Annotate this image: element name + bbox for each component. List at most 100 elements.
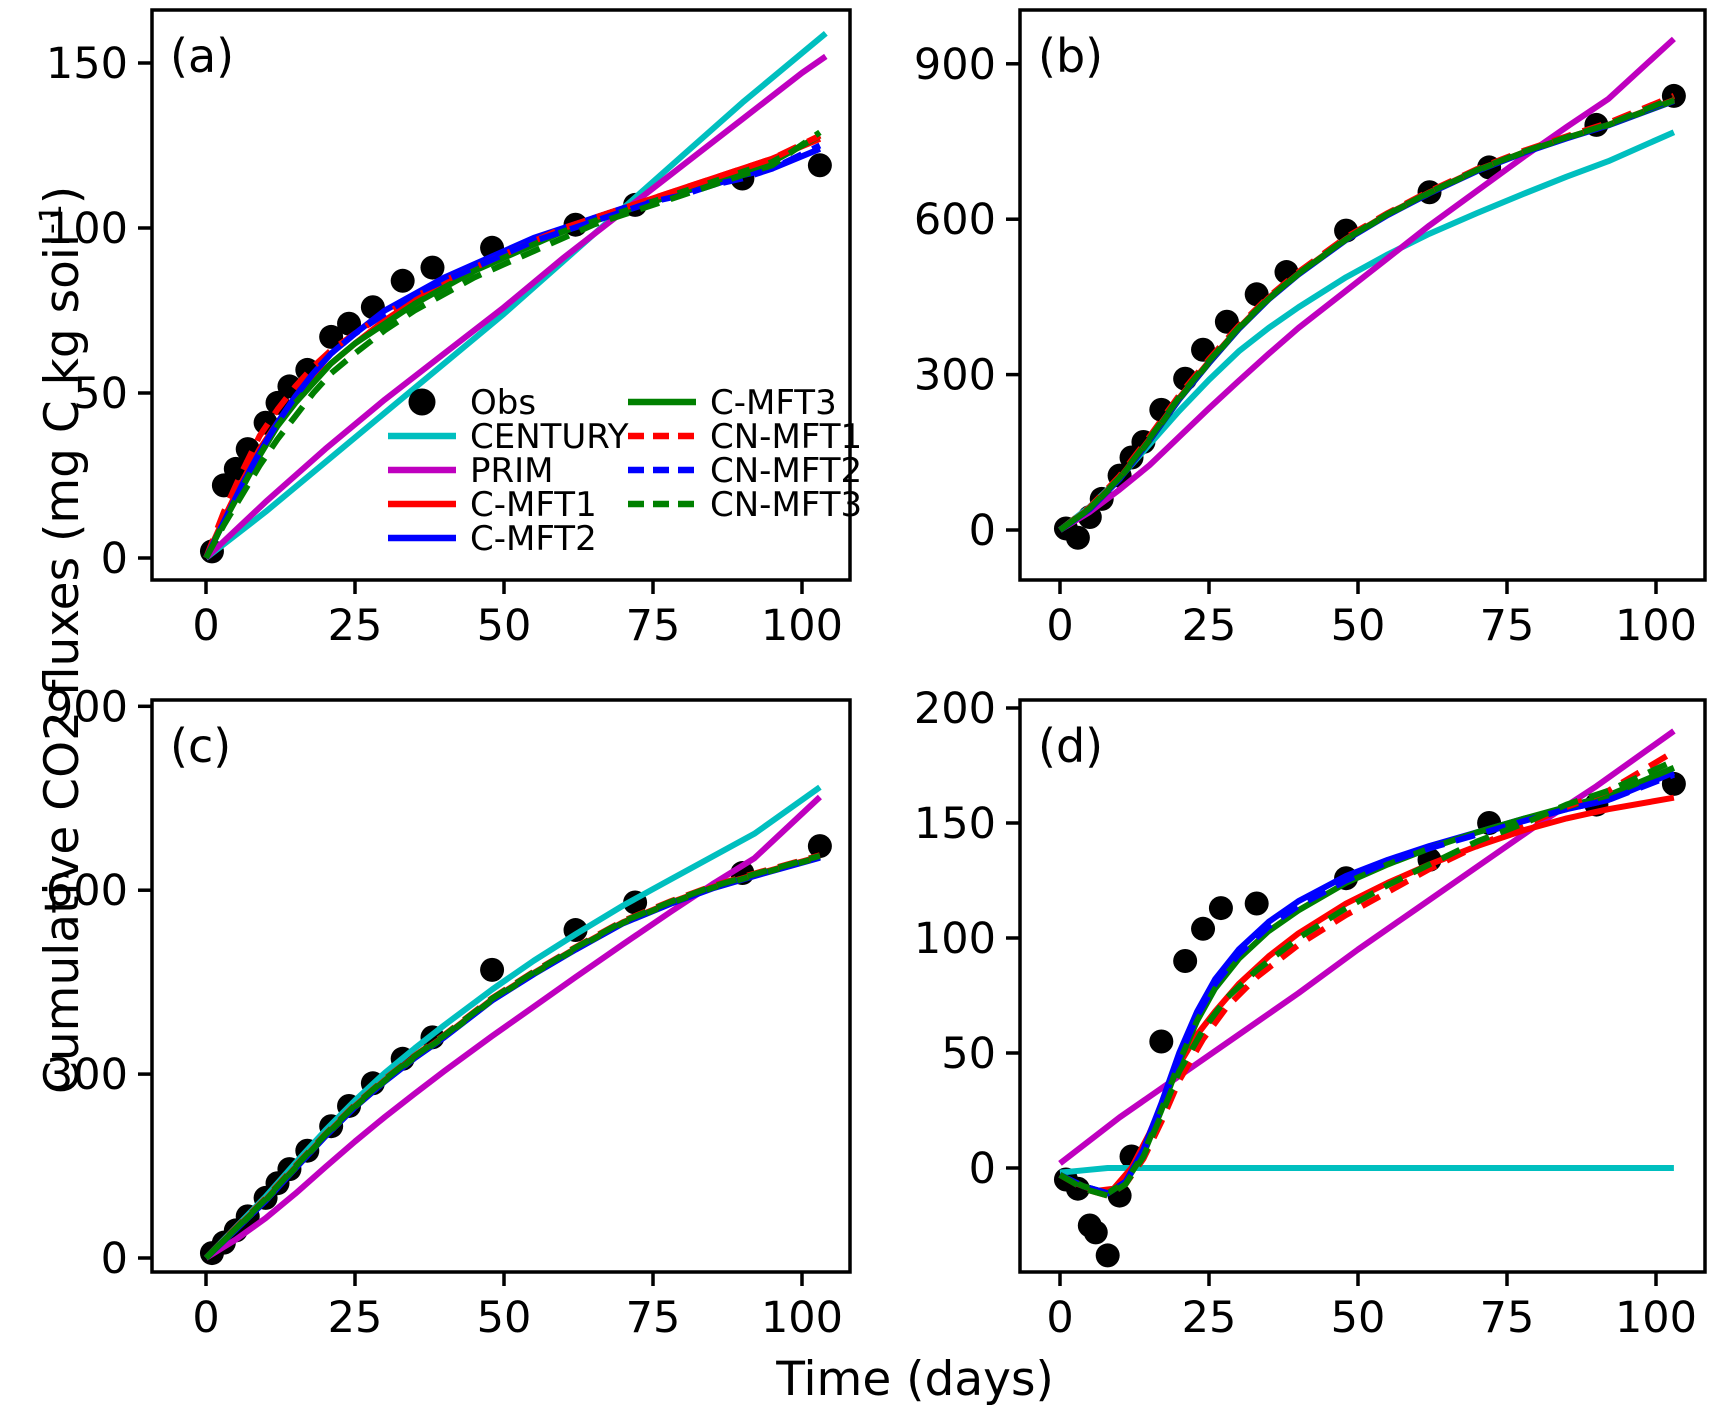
data-layer — [1053, 728, 1686, 1268]
obs-point — [337, 311, 362, 336]
x-tick-label: 75 — [1480, 1293, 1535, 1343]
obs-point — [1244, 891, 1269, 916]
legend-label-prim: PRIM — [470, 451, 554, 491]
series-century — [204, 30, 828, 561]
series-prim — [1058, 36, 1676, 533]
x-tick-label: 50 — [1331, 601, 1386, 651]
panel-letter-a: (a) — [170, 29, 234, 83]
x-tick-label: 25 — [1182, 601, 1237, 651]
y-tick-label: 200 — [914, 684, 996, 734]
series-prim — [204, 794, 822, 1261]
y-axis-label: Cumulative CO2 fluxes (mg C kg soil-1) — [34, 140, 90, 1140]
data-layer — [199, 30, 832, 564]
obs-point — [223, 456, 248, 481]
x-tick-label: 100 — [761, 1293, 843, 1343]
panel-a: 0 25 50 75 100 0 50 100 150 (a) — [46, 8, 852, 651]
x-tick-label: 75 — [626, 601, 681, 651]
series-c-mft2 — [203, 854, 821, 1261]
y-tick-label: 150 — [46, 39, 128, 89]
series-cn-mft2 — [203, 142, 822, 560]
legend-label-c-mft2: C-MFT2 — [470, 519, 597, 559]
series-c-mft3 — [203, 854, 821, 1261]
axes-box — [1018, 8, 1707, 582]
data-layer — [199, 784, 832, 1266]
panel-letter-b: (b) — [1038, 29, 1103, 83]
y-axis-label-superscript: -1 — [34, 204, 70, 234]
obs-point — [1214, 309, 1239, 334]
obs-point — [1208, 896, 1233, 921]
series-century — [1059, 1165, 1674, 1176]
x-tick-label: 75 — [1480, 601, 1535, 651]
legend-label-cn-mft1: CN-MFT1 — [710, 417, 862, 457]
y-tick-label: 0 — [969, 506, 996, 556]
y-tick-label: 600 — [914, 195, 996, 245]
obs-point — [390, 268, 415, 293]
series-cn-mft3 — [203, 129, 822, 560]
x-tick-label: 0 — [192, 601, 219, 651]
series-cn-mft3 — [203, 853, 821, 1261]
series-c-mft1 — [203, 853, 821, 1261]
series-cn-mft2 — [203, 854, 821, 1261]
y-tick-label: 0 — [969, 1144, 996, 1194]
y-tick-label: 900 — [914, 40, 996, 90]
legend-label-century: CENTURY — [470, 417, 629, 457]
x-tick-label: 25 — [1182, 1293, 1237, 1343]
legend-label-c-mft3: C-MFT3 — [710, 383, 837, 423]
obs-point — [480, 957, 505, 982]
x-tick-label: 100 — [1615, 1293, 1697, 1343]
obs-point — [807, 834, 832, 859]
legend-label-obs: Obs — [470, 383, 536, 423]
series-cn-mft3 — [1058, 95, 1676, 533]
obs-point — [420, 255, 445, 280]
panel-b: 0 25 50 75 100 0 300 600 900 (b) — [914, 8, 1707, 651]
x-tick-label: 50 — [477, 601, 532, 651]
axes-box — [150, 8, 852, 582]
y-axis-label-text: Cumulative CO2 fluxes (mg C kg soil — [34, 233, 90, 1094]
series-prim — [1058, 728, 1676, 1166]
series-cn-mft3 — [1058, 758, 1676, 1199]
series-century — [1058, 129, 1676, 533]
panel-d: 0 25 50 75 100 0 50 100 150 200 (d) — [914, 684, 1707, 1343]
legend-label-cn-mft3: CN-MFT3 — [710, 485, 862, 525]
x-tick-label: 0 — [192, 1293, 219, 1343]
x-tick-label: 100 — [761, 601, 843, 651]
axes-box — [150, 698, 852, 1274]
obs-point — [1083, 1220, 1108, 1245]
x-tick-label: 75 — [626, 1293, 681, 1343]
axes-box — [1018, 698, 1707, 1274]
y-tick-label: 300 — [914, 351, 996, 401]
panel-letter-d: (d) — [1038, 719, 1103, 773]
y-tick-label: 150 — [914, 799, 996, 849]
obs-point — [319, 324, 344, 349]
obs-point — [1173, 949, 1198, 973]
x-tick-label: 0 — [1046, 1293, 1073, 1343]
series-prim — [203, 53, 828, 561]
y-tick-label: 0 — [101, 534, 128, 584]
obs-point — [807, 153, 832, 178]
y-tick-label: 0 — [101, 1234, 128, 1284]
panel-c: 0 25 50 75 100 0 300 600 900 (c) — [46, 682, 852, 1343]
x-tick-label: 25 — [328, 1293, 383, 1343]
legend-label-c-mft1: C-MFT1 — [470, 485, 597, 525]
y-tick-label: 50 — [73, 369, 128, 419]
x-tick-label: 25 — [328, 601, 383, 651]
data-layer — [1053, 36, 1686, 550]
obs-point — [1191, 916, 1216, 941]
legend-obs-marker — [408, 388, 436, 416]
legend: ObsCENTURYPRIMC-MFT1C-MFT2C-MFT3CN-MFT1C… — [388, 383, 862, 559]
obs-point — [1149, 1029, 1174, 1054]
obs-point — [1095, 1243, 1120, 1268]
obs-point — [1065, 525, 1090, 550]
x-tick-label: 50 — [477, 1293, 532, 1343]
x-tick-label: 50 — [1331, 1293, 1386, 1343]
x-axis-label: Time (days) — [776, 1352, 1054, 1407]
y-tick-label: 300 — [46, 1050, 128, 1100]
legend-label-cn-mft2: CN-MFT2 — [710, 451, 862, 491]
y-tick-label: 100 — [914, 914, 996, 964]
y-tick-label: 50 — [941, 1029, 996, 1079]
y-tick-label: 100 — [46, 204, 128, 254]
y-tick-label: 900 — [46, 682, 128, 732]
panel-letter-c: (c) — [170, 719, 231, 773]
